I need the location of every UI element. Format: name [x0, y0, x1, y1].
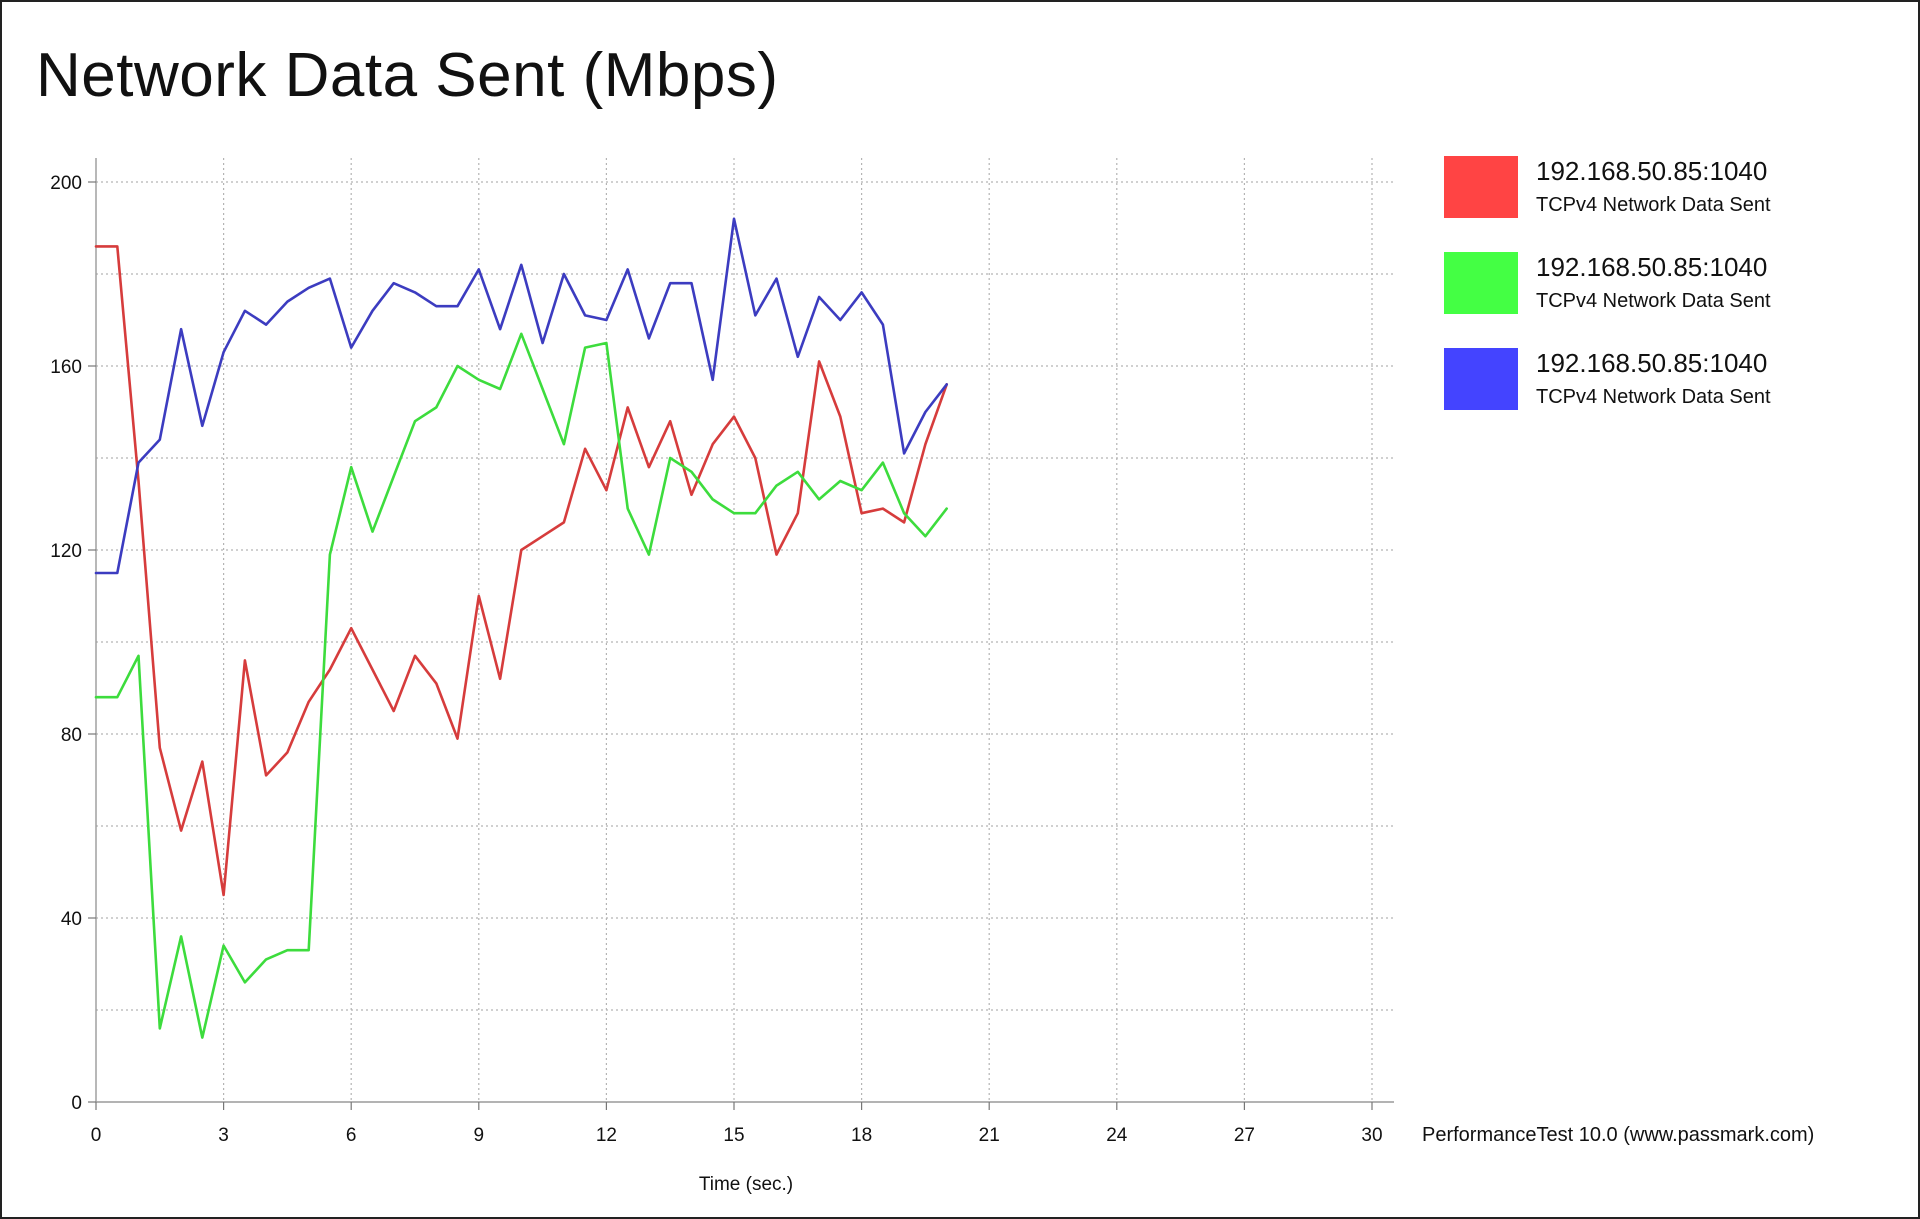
legend-host-label: 192.168.50.85:1040: [1536, 348, 1768, 378]
legend-host-label: 192.168.50.85:1040: [1536, 156, 1768, 186]
legend-swatch-blue: [1444, 348, 1518, 410]
x-tick-label: 21: [979, 1125, 1000, 1146]
series-line-blue: [94, 217, 949, 575]
series-line-green: [94, 332, 949, 1039]
y-tick-label: 0: [71, 1093, 82, 1114]
x-tick-label: 30: [1361, 1125, 1382, 1146]
series-lines: [94, 217, 949, 1039]
y-tick-label: 40: [61, 909, 82, 930]
footer-credit: PerformanceTest 10.0 (www.passmark.com): [1422, 1124, 1815, 1146]
x-tick-label: 27: [1234, 1125, 1255, 1146]
chart-title: Network Data Sent (Mbps): [36, 41, 779, 110]
legend-swatch-green: [1444, 252, 1518, 314]
series-line-red: [94, 245, 949, 897]
x-tick-label: 6: [346, 1125, 357, 1146]
tick-labels: 0 40 80 120 160 200 0 3 6 9 12 15 18 21 24 27 30: [50, 173, 1382, 1146]
legend-host-label: 192.168.50.85:1040: [1536, 252, 1768, 282]
x-axis-title: Time (sec.): [699, 1174, 793, 1195]
x-tick-label: 12: [596, 1125, 617, 1146]
y-tick-label: 160: [50, 357, 82, 378]
x-tick-label: 24: [1106, 1125, 1128, 1146]
x-tick-label: 15: [723, 1125, 744, 1146]
y-tick-label: 80: [61, 725, 82, 746]
y-tick-label: 200: [50, 173, 82, 194]
legend-description: TCPv4 Network Data Sent: [1536, 194, 1771, 216]
x-tick-label: 18: [851, 1125, 872, 1146]
x-tick-label: 0: [91, 1125, 102, 1146]
x-tick-label: 3: [218, 1125, 229, 1146]
legend-description: TCPv4 Network Data Sent: [1536, 386, 1771, 408]
x-tick-label: 9: [474, 1125, 485, 1146]
legend-swatch-red: [1444, 156, 1518, 218]
axes: [88, 158, 1394, 1110]
legend-description: TCPv4 Network Data Sent: [1536, 290, 1771, 312]
y-tick-label: 120: [50, 541, 82, 562]
grid-lines: [96, 158, 1394, 1102]
